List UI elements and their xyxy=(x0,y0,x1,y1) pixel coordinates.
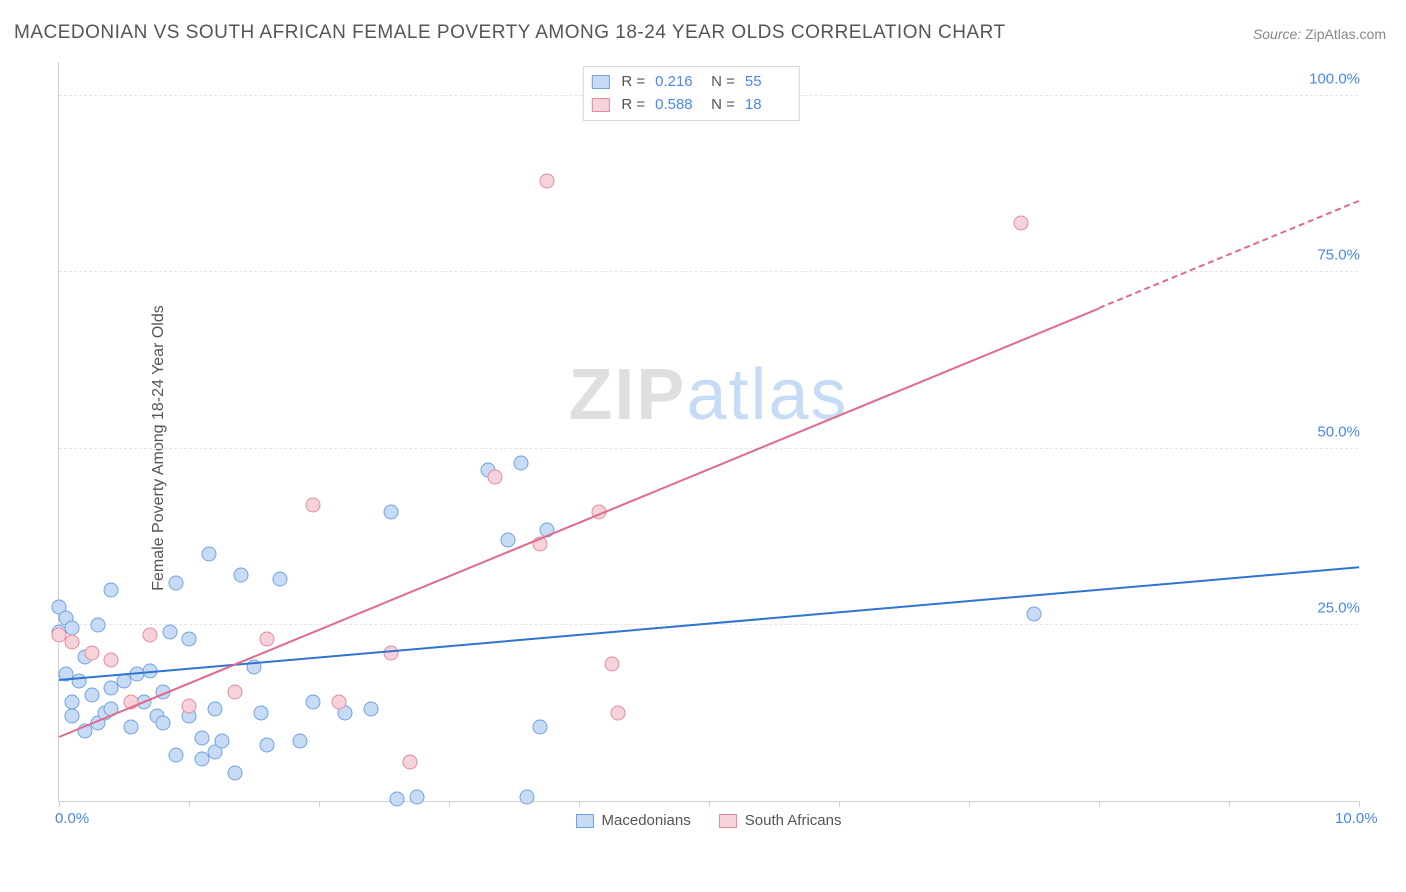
scatter-point xyxy=(208,702,223,717)
scatter-point xyxy=(253,705,268,720)
scatter-point xyxy=(169,748,184,763)
scatter-plot: ZIPatlas 25.0%50.0%75.0%100.0%0.0%10.0%R… xyxy=(58,62,1358,802)
scatter-point xyxy=(123,720,138,735)
scatter-point xyxy=(513,455,528,470)
x-tick xyxy=(1099,801,1100,807)
scatter-point xyxy=(364,702,379,717)
scatter-point xyxy=(383,505,398,520)
source-credit: Source: ZipAtlas.com xyxy=(1253,26,1386,42)
legend-swatch xyxy=(591,75,609,89)
r-value: 0.216 xyxy=(655,71,699,94)
scatter-point xyxy=(195,730,210,745)
x-tick-label: 10.0% xyxy=(1335,810,1378,827)
scatter-point xyxy=(520,790,535,805)
legend-swatch xyxy=(576,814,594,828)
legend-item: Macedonians xyxy=(576,812,691,829)
scatter-point xyxy=(273,572,288,587)
legend-item: South Africans xyxy=(719,812,842,829)
n-label: N = xyxy=(711,71,735,94)
n-value: 18 xyxy=(745,94,789,117)
x-tick xyxy=(579,801,580,807)
scatter-point xyxy=(390,791,405,806)
scatter-point xyxy=(227,684,242,699)
y-tick-label: 100.0% xyxy=(1309,71,1360,88)
x-tick xyxy=(709,801,710,807)
scatter-point xyxy=(91,617,106,632)
scatter-point xyxy=(305,695,320,710)
r-label: R = xyxy=(621,71,645,94)
n-value: 55 xyxy=(745,71,789,94)
scatter-point xyxy=(143,628,158,643)
scatter-point xyxy=(201,547,216,562)
trend-line xyxy=(59,307,1100,737)
gridline xyxy=(59,271,1358,272)
scatter-point xyxy=(84,646,99,661)
scatter-point xyxy=(305,498,320,513)
x-tick xyxy=(319,801,320,807)
y-tick-label: 50.0% xyxy=(1317,423,1360,440)
scatter-point xyxy=(227,765,242,780)
scatter-point xyxy=(611,705,626,720)
scatter-point xyxy=(260,631,275,646)
scatter-point xyxy=(182,631,197,646)
source-value: ZipAtlas.com xyxy=(1305,26,1386,42)
r-label: R = xyxy=(621,94,645,117)
legend-label: South Africans xyxy=(745,812,842,829)
legend-swatch xyxy=(719,814,737,828)
scatter-point xyxy=(65,709,80,724)
scatter-point xyxy=(182,698,197,713)
x-tick xyxy=(1229,801,1230,807)
scatter-point xyxy=(604,656,619,671)
x-tick xyxy=(59,801,60,807)
scatter-point xyxy=(156,716,171,731)
x-tick xyxy=(449,801,450,807)
r-value: 0.588 xyxy=(655,94,699,117)
scatter-point xyxy=(234,568,249,583)
correlation-legend: R = 0.216 N = 55 R = 0.588 N = 18 xyxy=(582,66,800,121)
plot-container: Female Poverty Among 18-24 Year Olds ZIP… xyxy=(48,58,1388,838)
scatter-point xyxy=(292,734,307,749)
scatter-point xyxy=(104,582,119,597)
x-tick xyxy=(1359,801,1360,807)
scatter-point xyxy=(65,621,80,636)
legend-swatch xyxy=(591,98,609,112)
scatter-point xyxy=(403,755,418,770)
scatter-point xyxy=(487,469,502,484)
scatter-point xyxy=(539,173,554,188)
watermark-part1: ZIP xyxy=(568,355,686,435)
gridline xyxy=(59,448,1358,449)
n-label: N = xyxy=(711,94,735,117)
scatter-point xyxy=(409,790,424,805)
x-tick-label: 0.0% xyxy=(55,810,89,827)
scatter-point xyxy=(214,734,229,749)
series-legend: Macedonians South Africans xyxy=(576,812,842,829)
x-tick xyxy=(839,801,840,807)
chart-title: MACEDONIAN VS SOUTH AFRICAN FEMALE POVER… xyxy=(14,22,1006,44)
x-tick xyxy=(189,801,190,807)
scatter-point xyxy=(500,533,515,548)
y-tick-label: 25.0% xyxy=(1317,599,1360,616)
source-label: Source: xyxy=(1253,26,1301,42)
legend-row: R = 0.588 N = 18 xyxy=(591,94,789,117)
scatter-point xyxy=(383,646,398,661)
x-tick xyxy=(969,801,970,807)
watermark: ZIPatlas xyxy=(568,354,848,436)
scatter-point xyxy=(260,737,275,752)
scatter-point xyxy=(84,688,99,703)
legend-label: Macedonians xyxy=(602,812,691,829)
scatter-point xyxy=(169,575,184,590)
scatter-point xyxy=(65,695,80,710)
scatter-point xyxy=(104,653,119,668)
y-tick-label: 75.0% xyxy=(1317,247,1360,264)
scatter-point xyxy=(65,635,80,650)
scatter-point xyxy=(533,720,548,735)
scatter-point xyxy=(1014,216,1029,231)
scatter-point xyxy=(1027,607,1042,622)
scatter-point xyxy=(331,695,346,710)
legend-row: R = 0.216 N = 55 xyxy=(591,71,789,94)
scatter-point xyxy=(162,624,177,639)
